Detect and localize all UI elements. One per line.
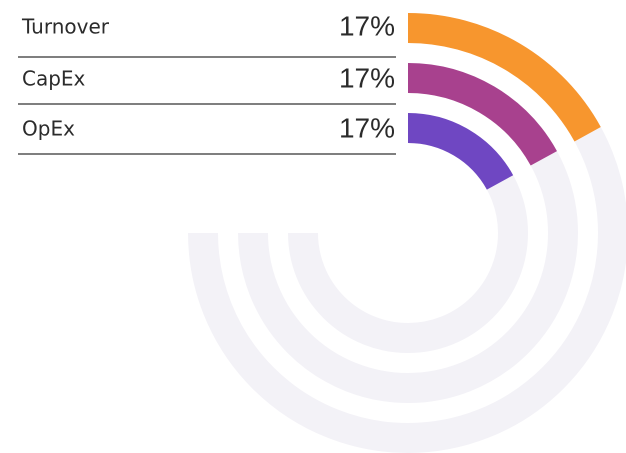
category-label: Turnover bbox=[21, 15, 110, 39]
value-label: 17% bbox=[339, 10, 395, 41]
category-label: CapEx bbox=[22, 67, 86, 91]
value-label: 17% bbox=[339, 112, 395, 143]
category-label: OpEx bbox=[22, 117, 75, 141]
radial-bar bbox=[407, 113, 514, 191]
value-label: 17% bbox=[339, 62, 395, 93]
radial-bar bbox=[407, 63, 557, 166]
radial-bar bbox=[407, 13, 601, 142]
